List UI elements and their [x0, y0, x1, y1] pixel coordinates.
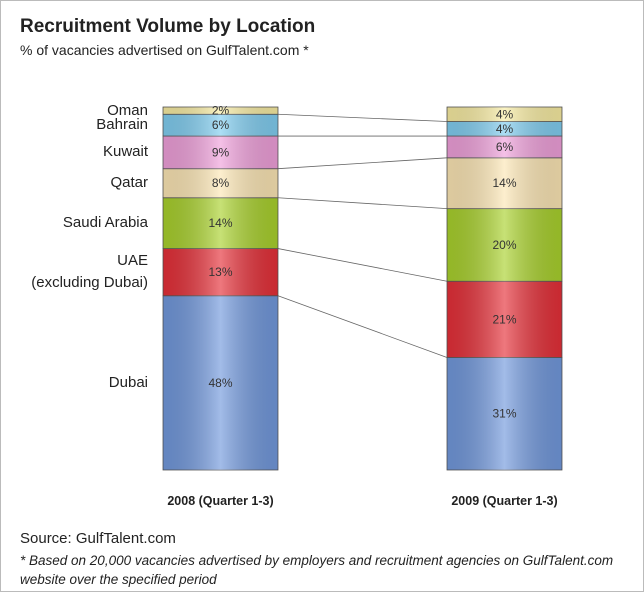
connector [277, 197, 448, 210]
bar-shine [163, 168, 278, 198]
bar-shine [163, 107, 278, 115]
value-label: 6% [496, 140, 514, 154]
connector [277, 113, 448, 122]
source: Source: GulfTalent.com [20, 530, 176, 547]
value-label: 21% [492, 312, 516, 326]
value-label: 14% [208, 216, 232, 230]
connector [277, 248, 448, 282]
x-tick-label: 2008 (Quarter 1-3) [167, 494, 273, 508]
bar-shine [447, 157, 562, 209]
legend-label: UAE (excluding Dubai) [31, 252, 148, 292]
x-tick-label: 2009 (Quarter 1-3) [451, 494, 557, 508]
value-label: 8% [212, 176, 230, 190]
value-label: 14% [492, 176, 516, 190]
bar-shine [447, 208, 562, 282]
value-label: 2% [212, 104, 230, 118]
bar-shine [163, 114, 278, 137]
bar-shine [163, 295, 278, 470]
bar-shine [163, 136, 278, 169]
value-label: 4% [496, 122, 514, 136]
legend-label: Kuwait [102, 143, 148, 161]
bar-shine [163, 197, 278, 249]
footnote: * Based on 20,000 vacancies advertised b… [20, 553, 614, 587]
bar-shine [447, 281, 562, 358]
value-label: 13% [208, 265, 232, 279]
legend-label: Bahrain [96, 116, 148, 134]
value-label: 20% [492, 238, 516, 252]
chart-title: Recruitment Volume by Location [20, 16, 316, 37]
connector [277, 295, 448, 358]
legend-label: Qatar [110, 174, 148, 192]
bar-shine [447, 107, 562, 122]
bar-shine [447, 136, 562, 158]
bar-shine [447, 121, 562, 137]
value-label: 48% [208, 376, 232, 390]
legend-label: Oman [107, 101, 148, 119]
legend-label: Saudi Arabia [62, 214, 148, 232]
bar-shine [447, 357, 562, 470]
value-label: 4% [496, 107, 514, 121]
value-label: 6% [212, 118, 230, 132]
value-label: 31% [492, 407, 516, 421]
chart-subtitle: % of vacancies advertised on GulfTalent.… [20, 42, 309, 58]
value-label: 9% [212, 145, 230, 159]
bar-shine [163, 248, 278, 296]
legend-label: Dubai [108, 373, 148, 391]
connector [277, 157, 448, 170]
